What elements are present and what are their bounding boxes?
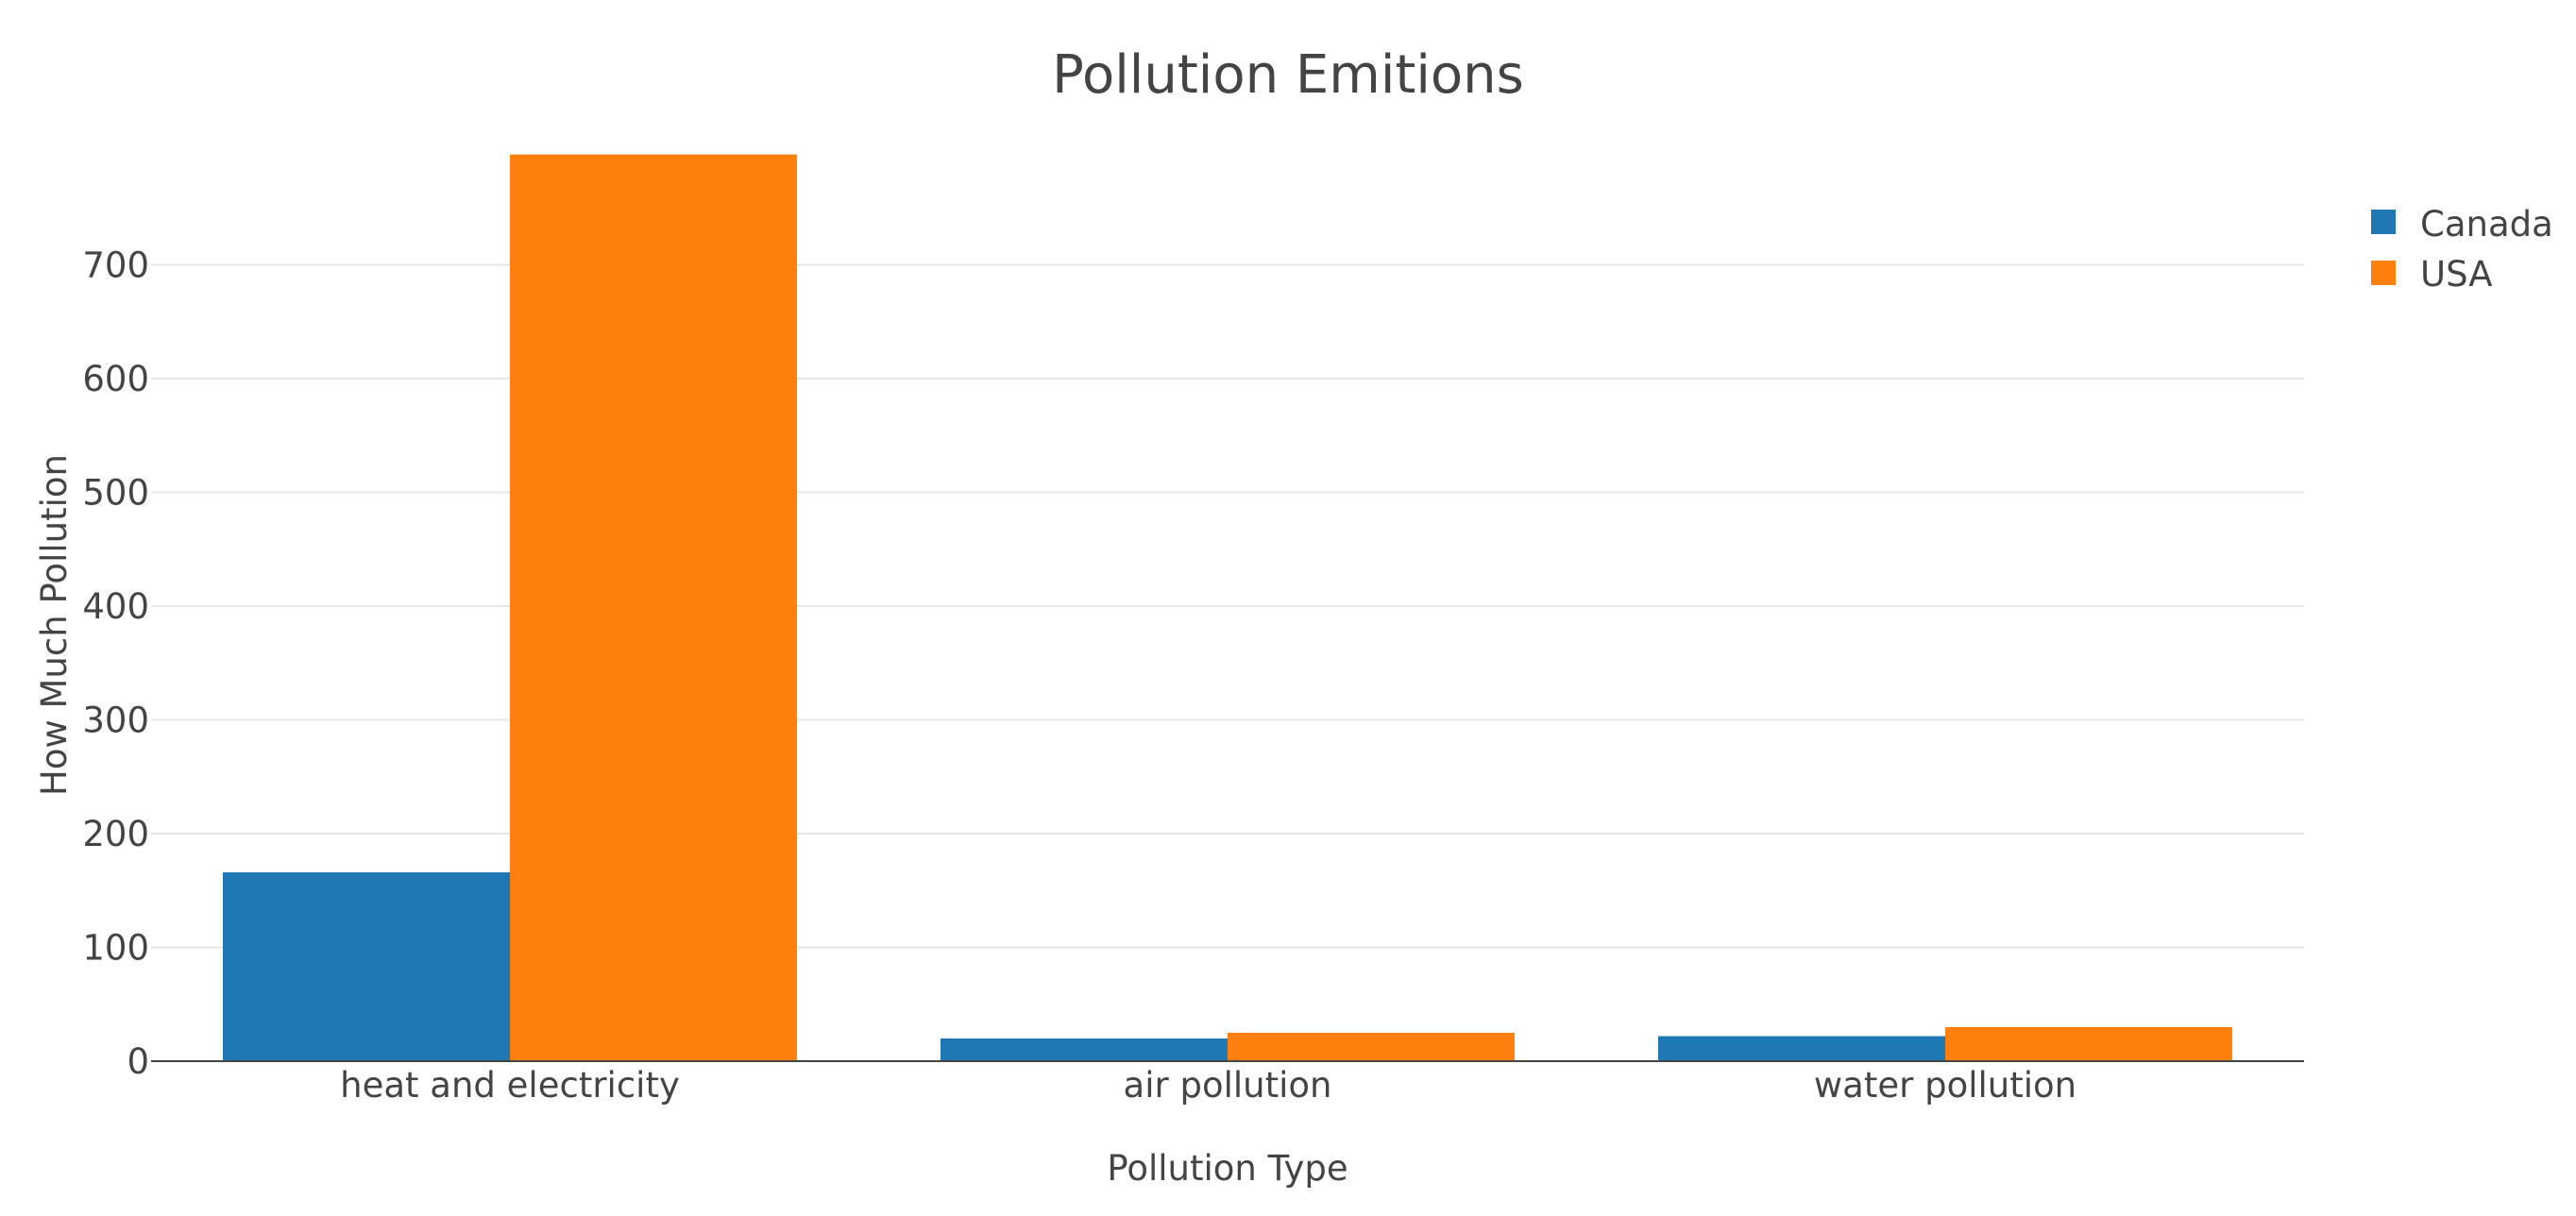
x-tick-label: heat and electricity <box>340 1065 680 1106</box>
y-tick-label: 0 <box>127 1041 149 1082</box>
y-tick-label: 300 <box>82 701 149 741</box>
bar-canada-0[interactable] <box>223 871 510 1061</box>
y-tick-labels: 0 100 200 300 400 500 600 700 <box>82 245 149 1083</box>
x-tick-label: air pollution <box>1124 1065 1332 1106</box>
y-tick-label: 400 <box>82 586 149 627</box>
bars <box>223 154 2232 1062</box>
y-tick-label: 600 <box>82 359 149 399</box>
bar-usa-2[interactable] <box>1945 1026 2232 1061</box>
legend: Canada USA <box>2371 204 2553 295</box>
bar-usa-0[interactable] <box>510 154 797 1062</box>
x-tick-label: water pollution <box>1814 1065 2076 1106</box>
bar-canada-2[interactable] <box>1658 1036 1945 1061</box>
y-tick-label: 100 <box>82 928 149 969</box>
x-tick-labels: heat and electricity air pollution water p… <box>340 1065 2076 1106</box>
y-tick-label: 500 <box>82 473 149 514</box>
x-axis-title: Pollution Type <box>1107 1148 1347 1189</box>
y-tick-label: 700 <box>82 245 149 286</box>
bar-canada-1[interactable] <box>941 1038 1228 1061</box>
legend-item-canada[interactable]: Canada <box>2371 204 2553 245</box>
gridlines <box>151 263 2304 949</box>
bar-usa-1[interactable] <box>1228 1032 1515 1061</box>
legend-item-usa[interactable]: USA <box>2371 254 2493 295</box>
y-axis-title: How Much Pollution <box>34 454 75 796</box>
chart-title: Pollution Emitions <box>1052 44 1524 106</box>
legend-label-usa: USA <box>2420 254 2493 295</box>
legend-swatch-canada <box>2371 210 2396 234</box>
legend-label-canada: Canada <box>2420 204 2553 245</box>
y-tick-label: 200 <box>82 814 149 854</box>
legend-swatch-usa <box>2371 261 2396 285</box>
